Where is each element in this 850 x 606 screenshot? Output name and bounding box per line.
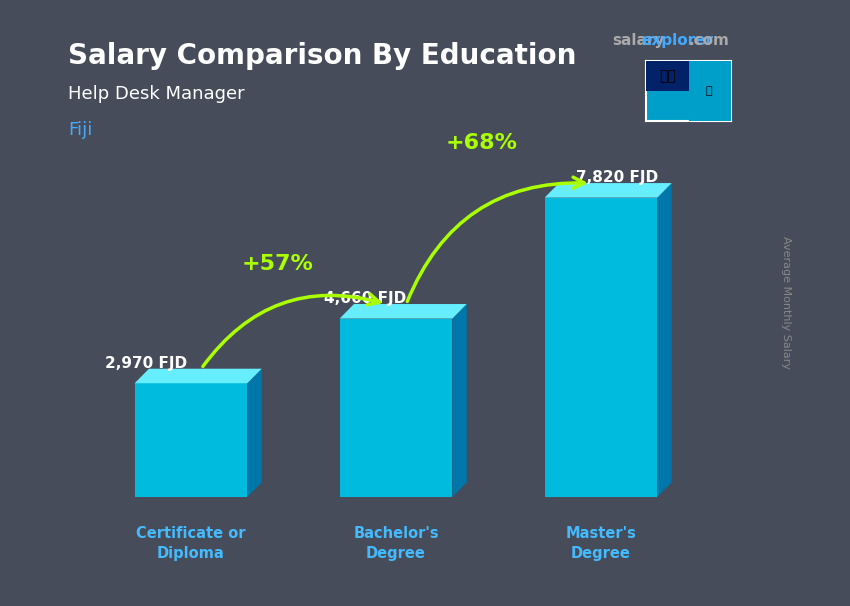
Polygon shape: [134, 368, 262, 383]
Text: salary: salary: [612, 33, 665, 48]
Text: 7,820 FJD: 7,820 FJD: [576, 170, 659, 185]
Bar: [688, 61, 731, 121]
Bar: [340, 319, 452, 497]
Text: Average Monthly Salary: Average Monthly Salary: [781, 236, 791, 370]
Polygon shape: [545, 183, 672, 198]
Text: Master's
Degree: Master's Degree: [565, 526, 637, 561]
Bar: [646, 61, 688, 91]
Polygon shape: [657, 183, 672, 497]
Polygon shape: [452, 304, 467, 497]
Text: Salary Comparison By Education: Salary Comparison By Education: [68, 42, 576, 70]
Text: explorer: explorer: [642, 33, 714, 48]
Text: Bachelor's
Degree: Bachelor's Degree: [354, 526, 439, 561]
Text: +57%: +57%: [241, 254, 313, 274]
Text: 🛡️: 🛡️: [706, 86, 713, 96]
Text: Certificate or
Diploma: Certificate or Diploma: [136, 526, 246, 561]
Text: Fiji: Fiji: [68, 121, 93, 139]
Text: .com: .com: [688, 33, 729, 48]
Polygon shape: [340, 304, 467, 319]
Bar: [134, 383, 247, 497]
Text: +68%: +68%: [446, 133, 518, 153]
Bar: [545, 198, 657, 497]
Text: Help Desk Manager: Help Desk Manager: [68, 85, 245, 103]
Text: 🇬🇧: 🇬🇧: [659, 68, 676, 83]
Text: 4,660 FJD: 4,660 FJD: [324, 291, 406, 306]
Text: 2,970 FJD: 2,970 FJD: [105, 356, 187, 370]
Polygon shape: [247, 368, 262, 497]
